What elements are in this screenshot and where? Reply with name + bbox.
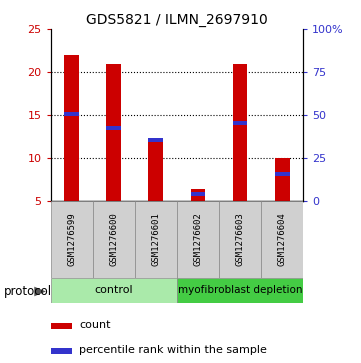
Bar — [219, 201, 261, 278]
Bar — [191, 192, 205, 196]
Bar — [52, 348, 72, 354]
Text: GSM1276602: GSM1276602 — [193, 213, 203, 266]
Bar — [51, 201, 93, 278]
Bar — [148, 141, 163, 201]
Bar — [106, 126, 121, 130]
Bar — [64, 55, 79, 201]
Bar — [177, 201, 219, 278]
Bar — [106, 64, 121, 201]
Bar — [52, 323, 72, 329]
Bar — [233, 64, 247, 201]
Text: count: count — [79, 320, 110, 330]
Text: protocol: protocol — [4, 285, 52, 298]
Text: GSM1276603: GSM1276603 — [236, 213, 244, 266]
Bar — [51, 278, 177, 303]
Title: GDS5821 / ILMN_2697910: GDS5821 / ILMN_2697910 — [86, 13, 268, 26]
Bar — [275, 172, 290, 176]
Bar — [93, 201, 135, 278]
Bar — [275, 158, 290, 201]
Bar — [64, 113, 79, 116]
Text: control: control — [95, 285, 133, 295]
Text: myofibroblast depletion: myofibroblast depletion — [178, 285, 302, 295]
Bar — [148, 138, 163, 142]
Text: GSM1276601: GSM1276601 — [151, 213, 160, 266]
Bar — [233, 121, 247, 125]
Bar — [261, 201, 303, 278]
Bar — [191, 188, 205, 201]
Text: GSM1276604: GSM1276604 — [278, 213, 287, 266]
Text: GSM1276600: GSM1276600 — [109, 213, 118, 266]
Text: percentile rank within the sample: percentile rank within the sample — [79, 345, 267, 355]
Text: GSM1276599: GSM1276599 — [67, 213, 76, 266]
Bar — [135, 201, 177, 278]
Bar — [177, 278, 303, 303]
Polygon shape — [34, 287, 46, 296]
